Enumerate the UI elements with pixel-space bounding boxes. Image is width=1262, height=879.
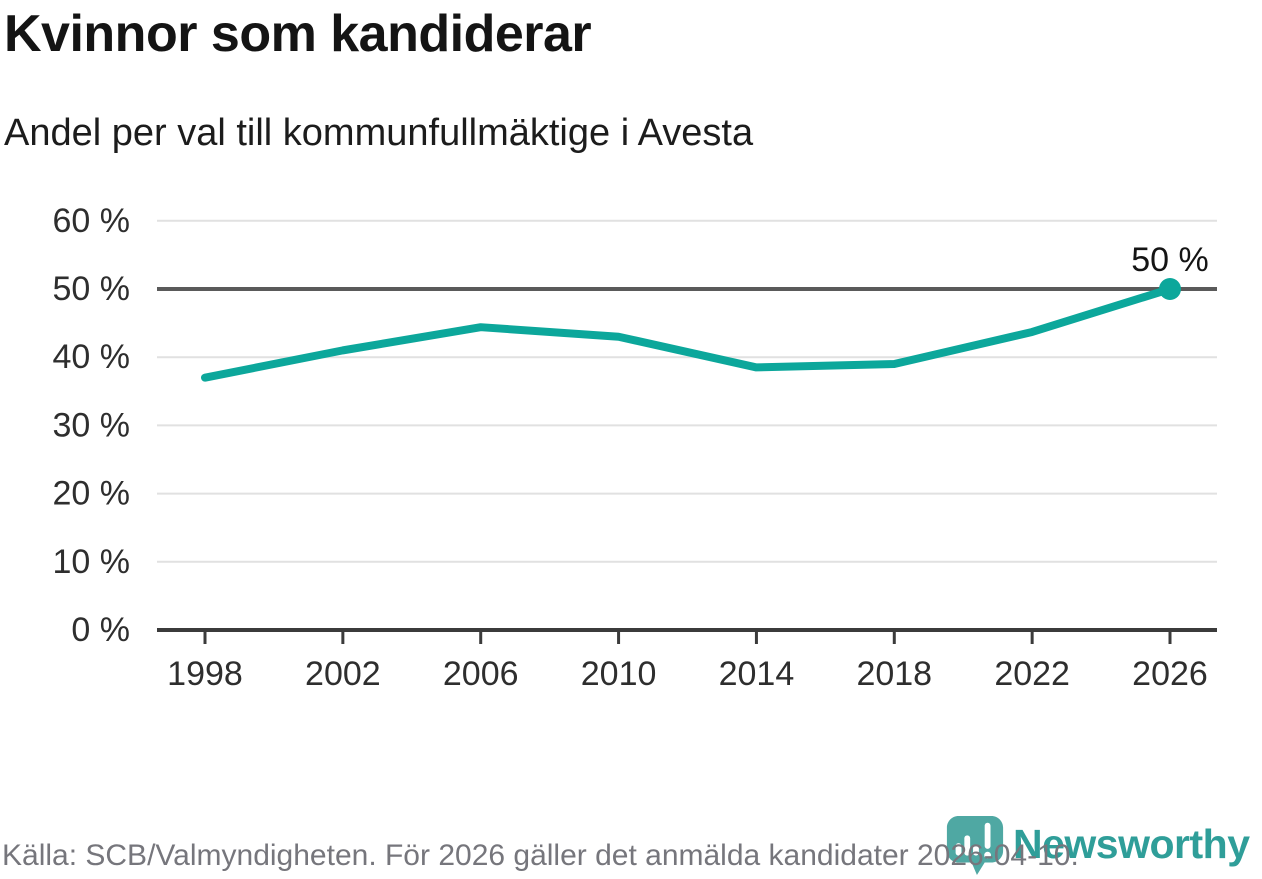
y-tick-label: 0 % [71,611,130,649]
x-tick-label: 2022 [994,655,1070,693]
y-tick-label: 40 % [53,338,131,376]
y-tick-label: 30 % [53,406,131,444]
x-tick-label: 2010 [581,655,657,693]
newsworthy-pin-bar-chart-icon [946,815,1004,876]
logo-bar-chart-glyph [955,822,991,859]
newsworthy-logo: Newsworthy [944,813,1250,877]
x-tick-label: 2002 [305,655,381,693]
source-note: Källa: SCB/Valmyndigheten. För 2026 gäll… [2,839,1079,872]
y-tick-label: 10 % [53,543,131,581]
x-tick-label: 2026 [1132,655,1208,693]
chart-title: Kvinnor som kandiderar [4,5,592,63]
end-point-label: 50 % [1131,241,1209,279]
x-tick-label: 1998 [167,655,243,693]
x-tick-label: 2006 [443,655,519,693]
data-line [201,285,1174,382]
y-tick-label: 50 % [53,270,131,308]
y-tick-label: 60 % [53,202,131,240]
end-point-marker [1159,278,1181,300]
x-tick-label: 2014 [719,655,795,693]
x-tick-label: 2018 [856,655,932,693]
newsworthy-wordmark: Newsworthy [1013,821,1250,867]
chart-subtitle: Andel per val till kommunfullmäktige i A… [4,112,754,154]
y-tick-label: 20 % [53,475,131,513]
